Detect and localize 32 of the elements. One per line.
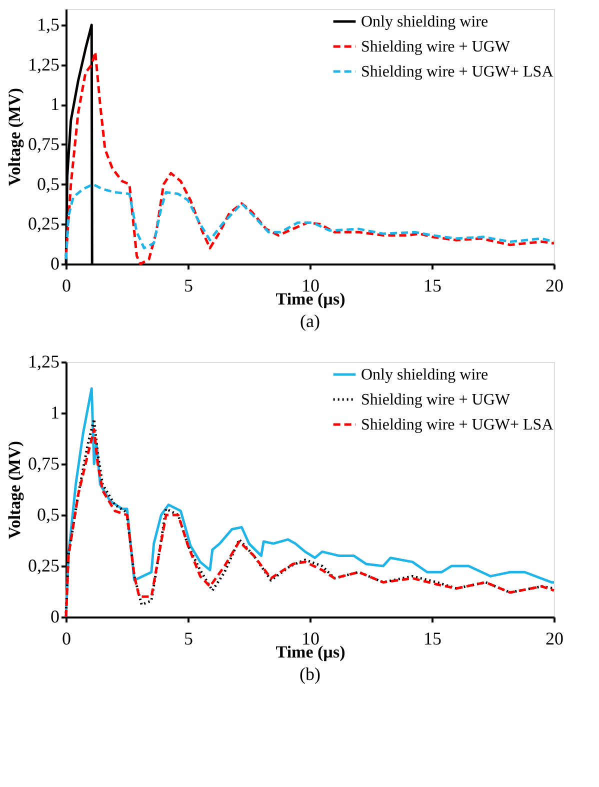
- y-axis-title: Voltage (MV): [5, 88, 24, 186]
- y-tick-label: 1,25: [28, 54, 60, 74]
- x-tick-label: 20: [546, 628, 564, 648]
- x-tick-label: 15: [424, 628, 442, 648]
- y-tick-label: 0: [50, 254, 60, 274]
- text: (b): [300, 664, 320, 684]
- legend-label: Shielding wire + UGW: [361, 392, 511, 408]
- legend-label: Only shielding wire: [361, 366, 488, 384]
- y-tick-label: 0,25: [28, 214, 60, 234]
- x-tick-label: 10: [302, 276, 320, 296]
- y-tick-label: 0,5: [37, 504, 60, 524]
- y-tick-label: 1: [50, 402, 60, 422]
- x-tick-label: 5: [184, 628, 193, 648]
- x-tick-label: 15: [424, 276, 442, 296]
- y-tick-label: 1,5: [37, 14, 60, 34]
- y-tick-label: 1,25: [28, 352, 60, 372]
- legend-label: Shielding wire + UGW+ LSA: [361, 416, 554, 434]
- y-tick-label: 0,25: [28, 556, 60, 576]
- legend-label: Only shielding wire: [361, 14, 488, 30]
- x-tick-label: 20: [546, 276, 564, 296]
- legend-label: Shielding wire + UGW: [361, 38, 511, 56]
- y-tick-label: 0,75: [28, 134, 60, 154]
- x-tick-label: 5: [184, 276, 193, 296]
- x-tick-label: 10: [302, 628, 320, 648]
- y-tick-label: 0: [50, 606, 60, 626]
- legend-label: Shielding wire + UGW+ LSA: [361, 64, 554, 80]
- y-tick-label: 1: [50, 94, 60, 114]
- y-axis-title: Voltage (MV): [5, 440, 24, 540]
- y-tick-label: 0,5: [37, 174, 60, 194]
- text: (a): [300, 311, 320, 331]
- y-tick-label: 0,75: [28, 454, 60, 474]
- line-series: [64, 183, 556, 260]
